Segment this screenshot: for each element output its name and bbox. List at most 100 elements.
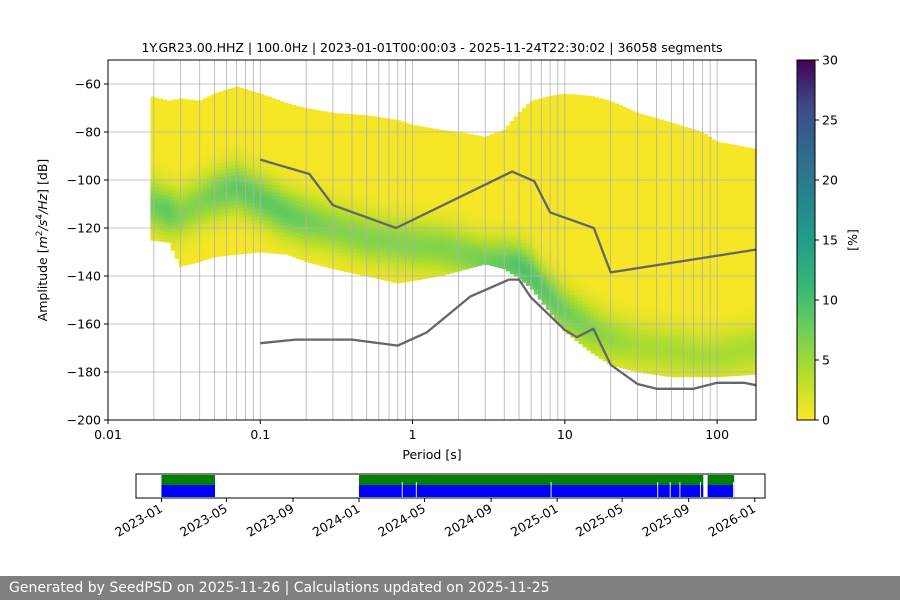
density-cell	[150, 207, 155, 212]
density-cell	[525, 148, 531, 153]
density-cell	[206, 222, 212, 227]
density-cell	[231, 175, 236, 180]
density-cell	[533, 243, 539, 248]
density-cell	[529, 173, 535, 178]
density-cell	[263, 216, 268, 221]
density-cell	[332, 215, 337, 220]
density-cell	[509, 216, 515, 221]
density-cell	[344, 152, 349, 157]
density-cell	[239, 243, 244, 248]
density-cell	[211, 232, 216, 237]
density-cell	[562, 301, 567, 306]
density-cell	[558, 137, 563, 142]
density-cell	[533, 261, 539, 266]
density-cell	[340, 119, 345, 124]
density-cell	[509, 262, 515, 267]
density-cell	[412, 136, 418, 141]
density-cell	[235, 153, 240, 158]
density-cell	[392, 134, 398, 139]
density-cell	[360, 228, 365, 233]
density-cell	[570, 261, 575, 266]
density-cell	[582, 188, 587, 193]
density-cell	[457, 188, 462, 193]
density-cell	[429, 137, 434, 142]
density-cell	[505, 130, 511, 135]
density-cell	[332, 193, 337, 198]
density-cell	[554, 175, 559, 180]
density-cell	[416, 171, 422, 176]
density-cell	[586, 296, 591, 301]
density-cell	[368, 118, 373, 123]
density-cell	[315, 232, 321, 237]
density-cell	[582, 314, 587, 319]
density-cell	[283, 171, 289, 176]
density-cell	[420, 260, 426, 265]
density-cell	[550, 213, 555, 218]
density-cell	[190, 104, 196, 109]
density-cell	[388, 259, 394, 264]
density-cell	[231, 164, 236, 169]
density-cell	[586, 271, 591, 276]
density-cell	[190, 220, 196, 225]
density-cell	[461, 259, 466, 264]
density-cell	[554, 129, 559, 134]
density-cell	[356, 252, 361, 257]
density-cell	[154, 215, 159, 220]
density-cell	[505, 184, 511, 189]
density-cell	[562, 121, 567, 126]
density-cell	[202, 213, 208, 218]
density-cell	[174, 164, 180, 169]
density-cell	[538, 256, 543, 261]
density-cell	[206, 200, 212, 205]
density-cell	[582, 152, 587, 157]
density-cell	[219, 227, 224, 232]
density-cell	[211, 116, 216, 121]
density-cell	[182, 114, 188, 119]
density-cell	[384, 255, 390, 260]
density-cell	[227, 212, 232, 217]
density-cell	[554, 316, 559, 321]
density-cell	[267, 130, 272, 135]
density-cell	[174, 150, 180, 155]
density-cell	[457, 198, 462, 203]
density-cell	[211, 102, 216, 107]
density-cell	[412, 150, 418, 155]
density-cell	[287, 230, 293, 235]
density-cell	[566, 272, 571, 277]
density-cell	[457, 152, 462, 157]
density-cell	[424, 263, 430, 268]
density-cell	[206, 211, 212, 216]
density-cell	[525, 103, 531, 106]
density-cell	[162, 202, 167, 207]
density-cell	[154, 233, 159, 238]
density-cell	[194, 100, 200, 105]
density-cell	[566, 193, 571, 198]
density-cell	[202, 223, 208, 228]
density-cell	[174, 168, 180, 173]
density-cell	[461, 212, 466, 217]
density-cell	[162, 119, 167, 124]
density-cell	[198, 196, 204, 201]
density-cell	[295, 193, 301, 198]
density-cell	[562, 280, 567, 285]
density-cell	[481, 152, 486, 157]
density-cell	[513, 215, 519, 220]
density-cell	[275, 217, 281, 222]
density-cell	[372, 252, 377, 257]
density-cell	[416, 193, 422, 198]
density-cell	[223, 136, 228, 141]
density-cell	[299, 119, 305, 124]
density-cell	[275, 134, 281, 139]
density-cell	[162, 227, 167, 232]
density-cell	[259, 230, 264, 235]
density-cell	[485, 217, 490, 222]
density-cell	[368, 226, 373, 231]
density-cell	[562, 283, 567, 288]
density-cell	[505, 224, 511, 229]
density-cell	[558, 209, 563, 214]
density-cell	[566, 287, 571, 292]
density-cell	[235, 185, 240, 190]
density-cell	[546, 215, 551, 220]
density-cell	[582, 246, 587, 251]
density-cell	[166, 102, 172, 107]
